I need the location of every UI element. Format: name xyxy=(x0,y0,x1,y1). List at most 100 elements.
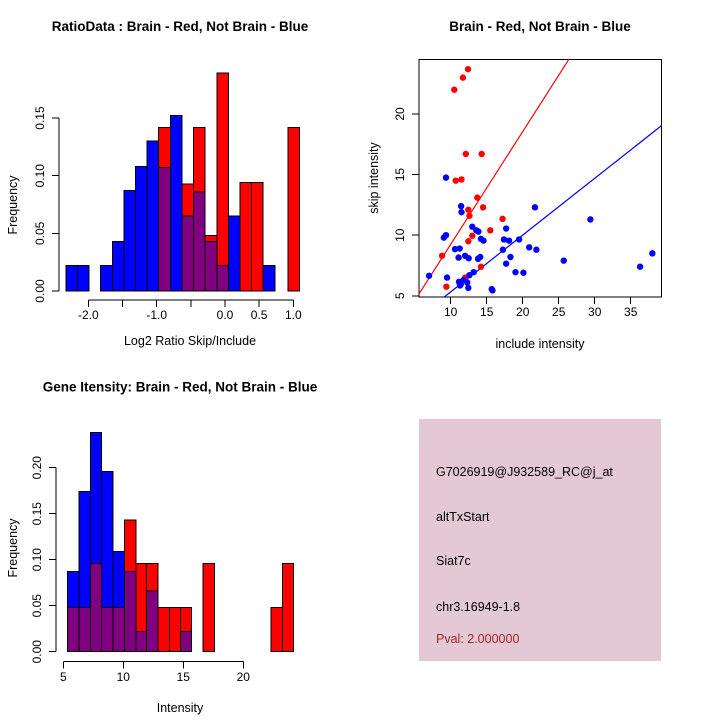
x-tick-label: 0.5 xyxy=(251,308,268,322)
hist-bar-overlap xyxy=(179,630,193,653)
scatter-point-red xyxy=(452,177,459,184)
scatter-point-blue xyxy=(470,268,477,276)
scatter-point-blue xyxy=(480,237,487,244)
hist-bar-blue xyxy=(100,265,113,292)
x-axis-label: Log2 Ratio Skip/Include xyxy=(124,334,256,348)
hist-bar-overlap xyxy=(124,571,137,653)
hist-bar-red xyxy=(135,562,148,632)
chart-title: RatioData : Brain - Red, Not Brain - Blu… xyxy=(52,19,309,34)
scatter-point-red xyxy=(464,65,472,73)
scatter-point-blue xyxy=(458,208,465,216)
y-tick-label: 0.05 xyxy=(30,594,44,618)
event-type-text: altTxStart xyxy=(436,510,490,524)
scatter-point-red xyxy=(438,252,446,259)
hist-bar-red xyxy=(146,562,159,592)
scatter-point-blue xyxy=(502,260,510,267)
hist-bar-overlap xyxy=(89,562,103,653)
y-tick-label: 0.15 xyxy=(30,502,44,526)
gene-info-box: G7026919@J932589_RC@j_at altTxStart Siat… xyxy=(419,419,661,661)
x-tick-label: 1.0 xyxy=(285,308,302,322)
scatter-point-red xyxy=(469,232,476,239)
hist-bar-overlap xyxy=(101,607,114,653)
y-tick-label: 10 xyxy=(393,228,407,242)
hist-bar-blue xyxy=(67,571,80,609)
pval-text: Pval: 2.000000 xyxy=(436,632,520,646)
hist-bar-blue xyxy=(262,265,276,292)
scatter-point-blue xyxy=(477,253,484,261)
scatter-point-blue xyxy=(500,236,508,243)
scatter-point-blue xyxy=(443,274,451,281)
scatter-point-red xyxy=(487,227,494,234)
scatter-point-blue xyxy=(451,245,459,253)
locus-text: chr3.16949-1.8 xyxy=(436,600,521,614)
regression-line-blue xyxy=(443,125,663,298)
scatter-point-blue xyxy=(505,237,513,244)
scatter-point-blue xyxy=(465,284,472,292)
scatter-point-blue xyxy=(649,250,656,257)
hist-bar-blue xyxy=(65,265,78,292)
hist-bar-red xyxy=(169,607,181,653)
scatter-point-red xyxy=(474,194,481,201)
x-tick-label: 35 xyxy=(624,305,638,319)
x-tick-label: -1.0 xyxy=(146,308,167,322)
y-axis-label: Frequency xyxy=(6,175,20,235)
scatter-point-red xyxy=(462,150,470,158)
y-tick-label: 0.00 xyxy=(30,640,44,664)
scatter-point-red xyxy=(466,212,473,219)
scatter-point-blue xyxy=(499,246,507,253)
scatter-point-blue xyxy=(475,228,482,235)
hist-bar-overlap xyxy=(135,630,148,653)
y-axis-label: skip intensity xyxy=(367,141,381,213)
hist-bar-red xyxy=(239,182,253,292)
scatter-point-blue xyxy=(425,272,433,279)
scatter-point-blue xyxy=(442,174,450,181)
hist-bar-blue xyxy=(112,550,125,609)
y-tick-label: 20 xyxy=(393,107,407,121)
hist-bar-overlap xyxy=(204,240,218,292)
hist-bar-overlap xyxy=(216,265,229,292)
y-tick-label: 0.10 xyxy=(30,548,44,572)
gene-name-text: Siat7c xyxy=(436,554,471,568)
hist-bar-red xyxy=(204,235,218,242)
hist-bar-blue xyxy=(111,240,125,292)
y-tick-label: 0.20 xyxy=(30,456,44,480)
hist-bar-overlap xyxy=(193,191,206,292)
hist-bar-blue xyxy=(89,432,103,564)
scatter-point-blue xyxy=(587,216,594,223)
hist-bar-blue xyxy=(101,470,114,609)
x-tick-label: -2.0 xyxy=(78,308,99,322)
hist-bar-blue xyxy=(146,140,160,292)
scatter-point-blue xyxy=(502,225,510,232)
scatter-point-blue xyxy=(525,244,533,251)
x-tick-label: 20 xyxy=(516,305,530,319)
scatter-point-blue xyxy=(560,257,567,264)
scatter-point-blue xyxy=(465,255,472,262)
hist-bar-overlap xyxy=(67,607,80,653)
hist-bar-red xyxy=(193,126,206,193)
hist-bar-blue xyxy=(135,165,148,292)
scatter-point-red xyxy=(451,86,458,93)
scatter-point-blue xyxy=(456,282,464,289)
hist-bar-red xyxy=(281,562,295,653)
scatter-point-blue xyxy=(440,234,448,241)
y-tick-label: 0.05 xyxy=(33,221,47,245)
y-tick-label: 0.00 xyxy=(33,279,47,303)
x-tick-label: 0.0 xyxy=(217,308,234,322)
x-tick-label: 15 xyxy=(177,670,191,684)
chart-title: Gene Itensity: Brain - Red, Not Brain - … xyxy=(43,380,318,395)
y-tick-label: 5 xyxy=(393,292,407,299)
scatter-point-blue xyxy=(520,269,527,276)
hist-bar-overlap xyxy=(158,167,171,292)
hist-bar-overlap xyxy=(146,590,159,653)
hist-bar-red xyxy=(270,607,283,653)
x-axis-label: Intensity xyxy=(157,701,204,715)
scatter-point-blue xyxy=(636,263,644,270)
scatter-point-blue xyxy=(456,245,463,252)
x-tick-label: 15 xyxy=(480,305,494,319)
hist-bar-overlap xyxy=(181,215,195,292)
scatter-point-red xyxy=(465,206,472,213)
chart-title: Brain - Red, Not Brain - Blue xyxy=(449,19,631,34)
scatter-point-red xyxy=(499,215,506,223)
x-axis-label: include intensity xyxy=(496,337,586,351)
